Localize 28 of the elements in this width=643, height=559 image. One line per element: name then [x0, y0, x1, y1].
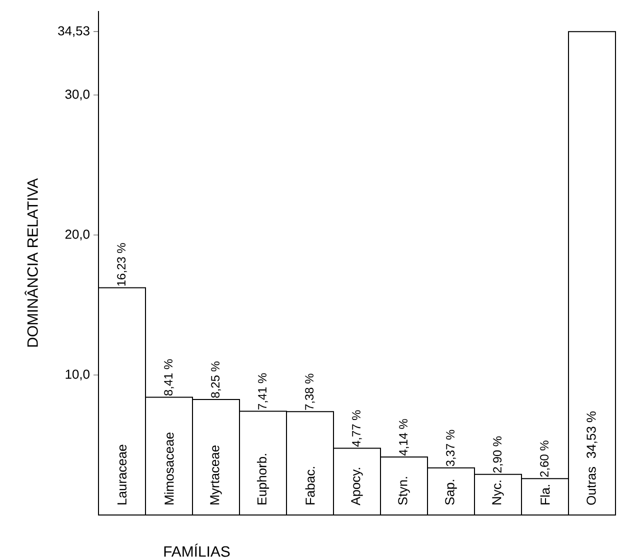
- x-tick-label: Mimosaceae: [164, 432, 174, 504]
- x-tick-label: Outras: [586, 466, 596, 505]
- x-tick-label: Euphorb.: [256, 454, 270, 504]
- x-tick-label: Nyc.: [492, 480, 504, 504]
- data-label: 34,53 %: [586, 411, 598, 458]
- y-tick-label: 30,0: [65, 90, 90, 100]
- data-label: 4,14 %: [399, 419, 409, 456]
- x-tick-label: Apocy.: [351, 468, 363, 506]
- data-label: 2,60 %: [540, 440, 550, 477]
- x-axis-title: FAMÍLIAS: [164, 544, 230, 557]
- data-label: 7,38 %: [305, 374, 315, 410]
- x-tick-label: Styn.: [398, 477, 410, 505]
- y-tick-label: 34,53: [58, 26, 90, 37]
- x-tick-label: Sap.: [445, 480, 457, 505]
- data-label: 7,41 %: [258, 373, 268, 410]
- y-tick-label: 20,0: [65, 230, 90, 240]
- data-label: 8,25 %: [211, 362, 221, 398]
- y-axis-title: DOMINÂNCIA RELATIVA: [24, 178, 38, 347]
- data-label: 3,37 %: [446, 430, 456, 466]
- x-tick-label: Fla.: [540, 484, 550, 504]
- x-tick-label: Myrtaceae: [210, 446, 222, 504]
- data-label: 16,23 %: [117, 243, 127, 286]
- y-tick-label: 10,0: [66, 370, 90, 380]
- x-tick-label: Fabac.: [305, 466, 315, 504]
- data-label: 8,41 %: [164, 359, 174, 396]
- data-label: 4,77 %: [352, 410, 362, 447]
- x-tick-label: Lauraceae: [117, 444, 127, 504]
- data-label: 2,90 %: [493, 436, 503, 473]
